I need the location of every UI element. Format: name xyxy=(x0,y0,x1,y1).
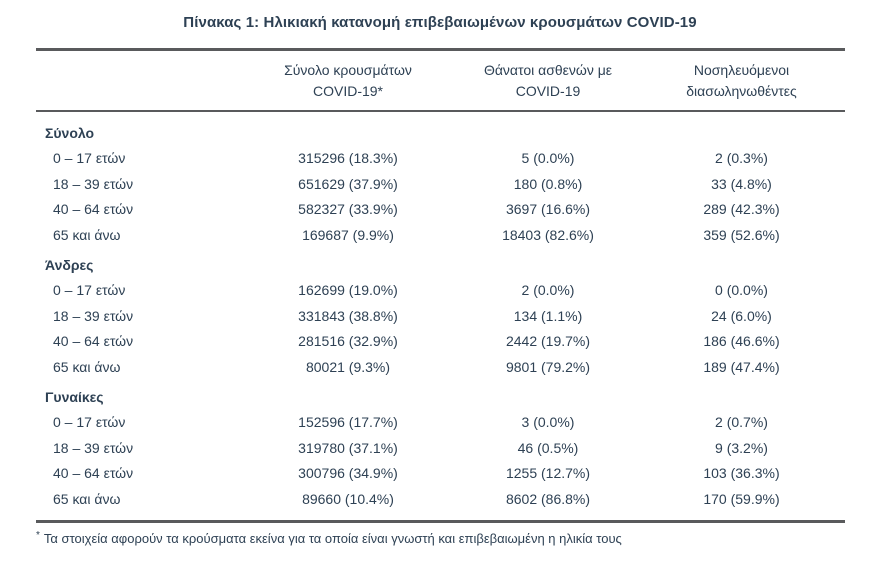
table-row: 65 και άνω 169687 (9.9%) 18403 (82.6%) 3… xyxy=(36,223,845,249)
header-total-cases: Σύνολο κρουσμάτων COVID-19* xyxy=(238,60,458,102)
cases-value: 162699 (19.0%) xyxy=(298,282,398,298)
cases-value: 152596 (17.7%) xyxy=(298,414,398,430)
age-label: 0 – 17 ετών xyxy=(53,414,126,430)
intubated-value: 2 (0.3%) xyxy=(715,150,768,166)
footnote-text: Τα στοιχεία αφορούν τα κρούσματα εκείνα … xyxy=(43,531,622,546)
deaths-value: 1255 (12.7%) xyxy=(505,465,591,481)
header-intubated-line1: Νοσηλευόμενοι xyxy=(693,62,790,78)
intubated-value: 0 (0.0%) xyxy=(715,282,768,298)
cases-value: 582327 (33.9%) xyxy=(298,201,398,217)
deaths-value: 9801 (79.2%) xyxy=(505,358,591,375)
cases-value: 651629 (37.9%) xyxy=(298,175,398,192)
cases-value: 331843 (38.8%) xyxy=(298,307,398,324)
table-row: 65 και άνω 80021 (9.3%) 9801 (79.2%) 189… xyxy=(36,355,845,381)
table-row: 18 – 39 ετών 331843 (38.8%) 134 (1.1%) 2… xyxy=(36,304,845,330)
deaths-value: 18403 (82.6%) xyxy=(502,226,594,243)
age-label: 40 – 64 ετών xyxy=(53,465,134,481)
header-deaths-line2: COVID-19 xyxy=(515,83,581,99)
table-row: 0 – 17 ετών 162699 (19.0%) 2 (0.0%) 0 (0… xyxy=(36,278,845,304)
table-row: 18 – 39 ετών 651629 (37.9%) 180 (0.8%) 3… xyxy=(36,172,845,198)
intubated-value: 186 (46.6%) xyxy=(703,333,780,349)
intubated-value: 2 (0.7%) xyxy=(715,414,768,430)
footnote-asterisk: * xyxy=(36,529,40,541)
deaths-value: 3697 (16.6%) xyxy=(505,201,591,217)
deaths-value: 3 (0.0%) xyxy=(521,414,575,430)
group-label-women: Γυναίκες xyxy=(45,389,104,405)
table-row: 0 – 17 ετών 315296 (18.3%) 5 (0.0%) 2 (0… xyxy=(36,146,845,172)
age-label: 18 – 39 ετών xyxy=(53,175,134,192)
cases-value: 80021 (9.3%) xyxy=(305,358,391,375)
age-label: 40 – 64 ετών xyxy=(53,333,134,349)
age-label: 18 – 39 ετών xyxy=(53,439,134,456)
group-label-total: Σύνολο xyxy=(45,125,95,141)
table-row: 0 – 17 ετών 152596 (17.7%) 3 (0.0%) 2 (0… xyxy=(36,410,845,436)
cases-value: 315296 (18.3%) xyxy=(298,150,398,166)
intubated-value: 103 (36.3%) xyxy=(703,465,780,481)
deaths-value: 180 (0.8%) xyxy=(513,175,583,192)
cases-value: 89660 (10.4%) xyxy=(302,490,394,507)
table-row: 40 – 64 ετών 300796 (34.9%) 1255 (12.7%)… xyxy=(36,461,845,487)
intubated-value: 289 (42.3%) xyxy=(703,201,780,217)
deaths-value: 134 (1.1%) xyxy=(513,307,583,324)
age-label: 18 – 39 ετών xyxy=(53,307,134,324)
covid-age-table: Σύνολο κρουσμάτων COVID-19* Θάνατοι ασθε… xyxy=(36,48,845,523)
intubated-value: 170 (59.9%) xyxy=(703,490,780,507)
deaths-value: 5 (0.0%) xyxy=(521,150,575,166)
header-intubated: Νοσηλευόμενοι διασωληνωθέντες xyxy=(638,60,845,102)
table-row: 40 – 64 ετών 281516 (32.9%) 2442 (19.7%)… xyxy=(36,329,845,355)
table-row: 40 – 64 ετών 582327 (33.9%) 3697 (16.6%)… xyxy=(36,197,845,223)
table-footnote: * Τα στοιχεία αφορούν τα κρούσματα εκείνα… xyxy=(36,530,880,547)
group-label-men: Άνδρες xyxy=(45,257,94,273)
age-label: 40 – 64 ετών xyxy=(53,201,134,217)
intubated-value: 33 (4.8%) xyxy=(711,175,772,192)
age-label: 65 και άνω xyxy=(53,226,121,243)
deaths-value: 2442 (19.7%) xyxy=(505,333,591,349)
deaths-value: 46 (0.5%) xyxy=(517,439,579,456)
table-row: 18 – 39 ετών 319780 (37.1%) 46 (0.5%) 9 … xyxy=(36,436,845,462)
table-row: 65 και άνω 89660 (10.4%) 8602 (86.8%) 17… xyxy=(36,487,845,513)
cases-value: 319780 (37.1%) xyxy=(298,439,398,456)
header-deaths: Θάνατοι ασθενών με COVID-19 xyxy=(458,60,638,102)
deaths-value: 8602 (86.8%) xyxy=(505,490,591,507)
cases-value: 169687 (9.9%) xyxy=(302,226,394,243)
page-title: Πίνακας 1: Ηλικιακή κατανομή επιβεβαιωμέ… xyxy=(183,14,697,31)
cases-value: 300796 (34.9%) xyxy=(298,465,398,481)
intubated-value: 189 (47.4%) xyxy=(703,358,780,375)
deaths-value: 2 (0.0%) xyxy=(521,282,575,298)
table-body: Σύνολο 0 – 17 ετών 315296 (18.3%) 5 (0.0… xyxy=(36,112,845,520)
age-label: 0 – 17 ετών xyxy=(53,282,126,298)
header-intubated-line2: διασωληνωθέντες xyxy=(686,83,797,99)
intubated-value: 24 (6.0%) xyxy=(711,307,772,324)
age-label: 65 και άνω xyxy=(53,358,121,375)
intubated-value: 9 (3.2%) xyxy=(715,439,768,456)
header-total-cases-line2: COVID-19* xyxy=(312,83,384,99)
intubated-value: 359 (52.6%) xyxy=(703,226,780,243)
header-deaths-line1: Θάνατοι ασθενών με xyxy=(483,62,613,78)
table-header-row: Σύνολο κρουσμάτων COVID-19* Θάνατοι ασθε… xyxy=(36,51,845,112)
header-total-cases-line1: Σύνολο κρουσμάτων xyxy=(284,62,412,78)
cases-value: 281516 (32.9%) xyxy=(298,333,398,349)
age-label: 0 – 17 ετών xyxy=(53,150,126,166)
age-label: 65 και άνω xyxy=(53,490,121,507)
